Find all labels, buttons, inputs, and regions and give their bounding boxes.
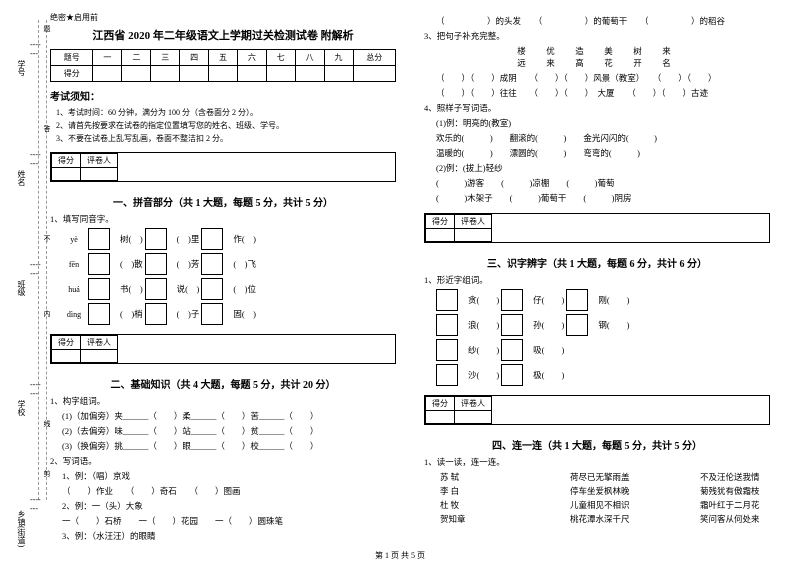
exam-title: 江西省 2020 年二年级语文上学期过关检测试卷 附解析 <box>50 27 396 43</box>
margin-label: 乡镇(街道) <box>16 510 27 547</box>
question: 2、写词语。 <box>50 455 396 467</box>
grader-box: 得分评卷人 <box>50 152 396 182</box>
score-table: 题号 一 二 三 四 五 六 七 八 九 总分 得分 <box>50 49 396 82</box>
margin-label: 学号 <box>16 60 27 76</box>
margin-label: 姓名 <box>16 170 27 186</box>
right-column: （ ）的头发 （ ）的葡萄干 （ ）的稻谷 3、把句子补充完整。 楼 优 造 美… <box>424 12 770 545</box>
margin-label: 班级 <box>16 280 27 296</box>
notice-item: 2、请首先按要求在试卷的指定位置填写您的姓名、班级、学号。 <box>56 120 396 131</box>
grader-box: 得分评卷人 <box>50 334 396 364</box>
question: 1、读一读，连一连。 <box>424 456 770 468</box>
secret-label: 绝密★启用前 <box>50 12 396 23</box>
grader-box: 得分评卷人 <box>424 395 770 425</box>
question: 1、形近字组词。 <box>424 274 770 286</box>
left-column: 绝密★启用前 江西省 2020 年二年级语文上学期过关检测试卷 附解析 题号 一… <box>50 12 396 545</box>
margin-label: 学校 <box>16 400 27 416</box>
notice-item: 3、不要在试卷上乱写乱画，卷面不整洁扣 2 分。 <box>56 133 396 144</box>
section-heading: 三、识字辨字（共 1 大题，每题 6 分，共计 6 分） <box>424 255 770 270</box>
question: 4、照样子写词语。 <box>424 102 770 114</box>
question: 1、填写同音字。 <box>50 213 396 225</box>
section-heading: 四、连一连（共 1 大题，每题 5 分，共计 5 分） <box>424 437 770 452</box>
section-heading: 一、拼音部分（共 1 大题，每题 5 分，共计 5 分） <box>50 194 396 209</box>
question: 1、构字组词。 <box>50 395 396 407</box>
grader-box: 得分评卷人 <box>424 213 770 243</box>
page-footer: 第 1 页 共 5 页 <box>0 550 800 561</box>
notice-item: 1、考试时间：60 分钟，满分为 100 分（含卷面分 2 分）。 <box>56 107 396 118</box>
section-heading: 二、基础知识（共 4 大题，每题 5 分，共计 20 分） <box>50 376 396 391</box>
question: 3、把句子补充完整。 <box>424 30 770 42</box>
notice-heading: 考试须知： <box>50 88 396 103</box>
